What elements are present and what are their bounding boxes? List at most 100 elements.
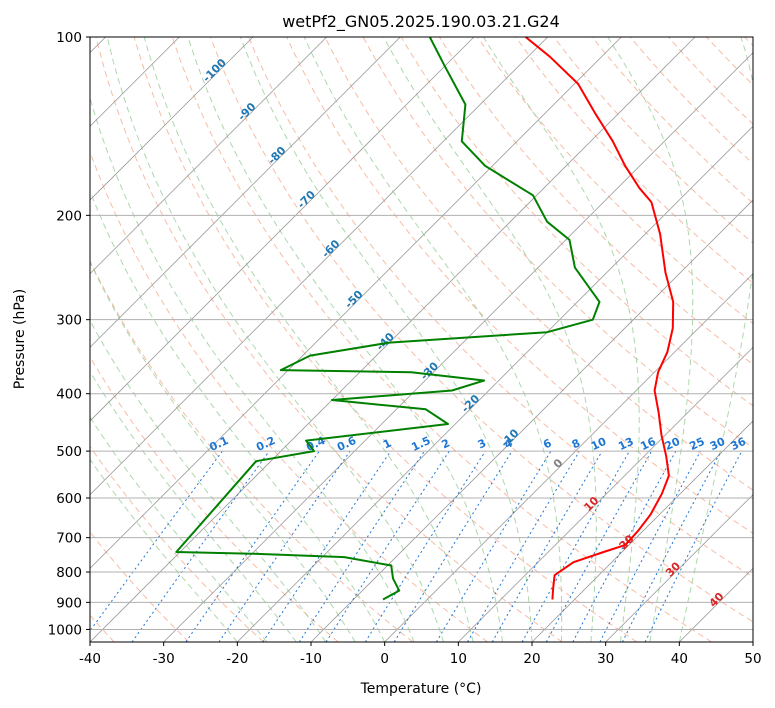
mixing-ratio-line bbox=[364, 450, 486, 642]
isotherm-line bbox=[90, 37, 254, 201]
dry-adiabat bbox=[324, 37, 753, 491]
mixing-ratio-line bbox=[435, 450, 552, 642]
isotherm-line bbox=[90, 37, 622, 569]
mixing-ratio-line bbox=[599, 450, 701, 642]
dry-adiabat bbox=[90, 356, 339, 642]
isotherm-label: -50 bbox=[342, 288, 365, 311]
isotherm-label: -20 bbox=[459, 392, 482, 415]
x-tick-label: -40 bbox=[79, 651, 101, 667]
isotherm-line bbox=[90, 37, 401, 348]
moist-adiabat bbox=[239, 37, 533, 642]
mixing-ratio-label: 20 bbox=[663, 435, 683, 453]
x-tick-label: 40 bbox=[671, 651, 688, 667]
y-tick-label: 500 bbox=[56, 444, 82, 460]
dry-adiabat bbox=[171, 37, 712, 642]
dry-adiabat bbox=[591, 37, 753, 204]
mixing-ratio-line bbox=[131, 450, 270, 642]
mixing-ratio-line bbox=[325, 450, 450, 642]
isotherm-label: 10 bbox=[581, 494, 601, 514]
mixing-ratio-label: 16 bbox=[638, 435, 658, 453]
moist-adiabat bbox=[187, 37, 503, 642]
isotherm-line bbox=[90, 37, 475, 422]
isotherm-label: -60 bbox=[319, 237, 342, 260]
dry-adiabat bbox=[286, 37, 753, 534]
isotherm-line bbox=[752, 641, 753, 642]
mixing-ratio-label: 10 bbox=[589, 435, 609, 453]
moist-adiabat bbox=[482, 37, 640, 642]
moist-adiabat bbox=[90, 319, 327, 642]
y-tick-label: 700 bbox=[56, 531, 82, 547]
isotherm-line bbox=[384, 273, 753, 642]
dry-adiabat bbox=[248, 37, 753, 578]
mixing-ratio-label: 13 bbox=[616, 435, 635, 453]
isotherm-label: -80 bbox=[265, 144, 288, 167]
y-tick-label: 900 bbox=[56, 595, 82, 611]
isotherm-label: -10 bbox=[498, 426, 521, 449]
moist-adiabat bbox=[383, 37, 597, 642]
dry-adiabat bbox=[90, 259, 414, 642]
isotherm-label: -70 bbox=[295, 188, 318, 211]
isotherm-line bbox=[605, 494, 753, 642]
x-tick-label: -30 bbox=[153, 651, 175, 667]
x-tick-label: 30 bbox=[597, 651, 614, 667]
mixing-ratio-line bbox=[185, 450, 320, 642]
moist-adiabat bbox=[607, 37, 694, 642]
isotherm-line bbox=[90, 37, 327, 275]
dry-adiabat bbox=[90, 531, 190, 642]
mixing-ratio-label: 30 bbox=[708, 435, 728, 453]
x-tick-label: 10 bbox=[450, 651, 467, 667]
y-tick-label: 800 bbox=[56, 565, 82, 581]
mixing-ratio-label: 8 bbox=[570, 436, 582, 451]
isotherm-line bbox=[90, 37, 696, 642]
x-tick-label: -10 bbox=[300, 651, 322, 667]
dry-adiabat bbox=[90, 445, 264, 642]
moist-adiabat bbox=[143, 37, 474, 642]
x-axis-label: Temperature (°C) bbox=[360, 681, 482, 697]
moist-adiabat bbox=[106, 37, 445, 642]
isotherm-line bbox=[458, 346, 753, 642]
mixing-ratio-line bbox=[521, 450, 630, 642]
y-tick-label: 300 bbox=[56, 313, 82, 329]
moist-adiabat bbox=[303, 37, 563, 642]
dry-adiabat bbox=[210, 37, 753, 623]
moist-adiabat bbox=[90, 260, 356, 642]
mixing-ratio-label: 2 bbox=[440, 436, 452, 451]
x-tick-label: -20 bbox=[226, 651, 248, 667]
isotherm-label: -90 bbox=[235, 100, 258, 123]
mixing-ratio-label: 1 bbox=[381, 436, 393, 451]
y-tick-label: 100 bbox=[56, 30, 82, 46]
sounding-series bbox=[175, 37, 675, 601]
moist-adiabat bbox=[678, 37, 753, 642]
mixing-ratio-line bbox=[393, 450, 513, 642]
dewpoint-line bbox=[175, 37, 601, 601]
dry-adiabat bbox=[668, 37, 753, 125]
mixing-ratio-label: 25 bbox=[687, 435, 706, 453]
x-tick-label: 50 bbox=[744, 651, 761, 667]
chart-title: wetPf2_GN05.2025.190.03.21.G24 bbox=[282, 12, 560, 32]
isotherm-label: 40 bbox=[707, 590, 727, 610]
plot-frame bbox=[89, 36, 754, 643]
isotherm-line bbox=[163, 52, 753, 642]
moist-adiabat bbox=[90, 370, 297, 642]
mixing-ratio-line bbox=[621, 450, 722, 642]
y-axis-label: Pressure (hPa) bbox=[12, 289, 28, 389]
mixing-ratio-label: 3 bbox=[476, 436, 488, 451]
isotherm-label: -100 bbox=[200, 56, 229, 85]
moist-adiabat bbox=[90, 189, 386, 642]
isotherm-line bbox=[310, 199, 753, 642]
y-tick-label: 200 bbox=[56, 208, 82, 224]
moist-adiabat bbox=[90, 458, 238, 642]
dry-adiabat bbox=[515, 37, 753, 284]
mixing-ratio-label: 36 bbox=[729, 435, 749, 453]
dry-adiabat bbox=[133, 37, 638, 642]
mixing-ratio-line bbox=[644, 450, 743, 642]
mixing-ratio-line bbox=[491, 450, 603, 642]
y-tick-label: 600 bbox=[56, 491, 82, 507]
isotherm-line bbox=[90, 37, 548, 496]
isotherm-line bbox=[531, 420, 753, 642]
background-lines bbox=[90, 37, 753, 642]
mixing-ratio-line bbox=[545, 450, 653, 642]
x-tick-label: 20 bbox=[523, 651, 540, 667]
y-tick-label: 400 bbox=[56, 387, 82, 403]
